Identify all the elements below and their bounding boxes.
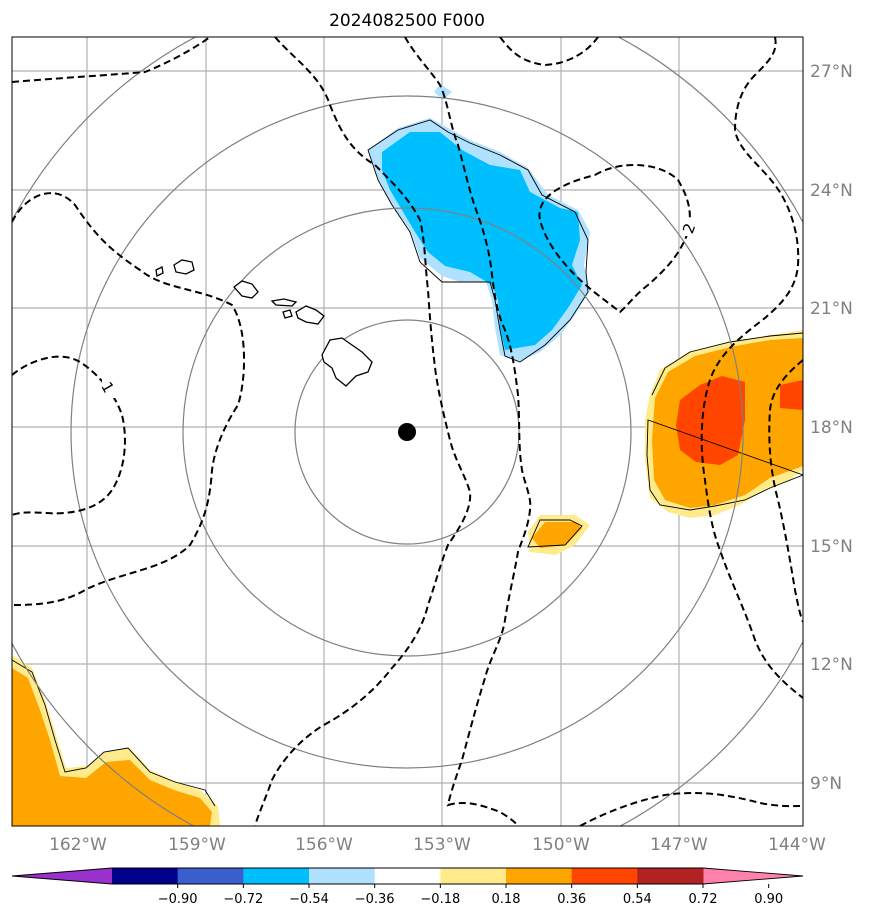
lon-label: 147°W: [650, 835, 708, 855]
lon-label: 159°W: [168, 835, 226, 855]
colorbar-box: [112, 868, 179, 884]
range-rings: [12, 37, 803, 826]
island-lanai: [282, 309, 293, 319]
storm-center-marker: [398, 423, 416, 441]
contour-southeast: [579, 792, 803, 826]
colorbar-tick-label: 0.72: [689, 892, 718, 907]
contour-west-top: [12, 37, 211, 83]
lat-label: 21°N: [810, 299, 853, 319]
range-ring-1: [294, 319, 520, 545]
colorbar-box: [571, 868, 638, 884]
colorbar-tick-label: −0.72: [223, 892, 263, 907]
colorbar-box: [177, 868, 244, 884]
contour-northeast-loop: [499, 37, 599, 67]
contour-label-2-bg: [682, 218, 696, 236]
colorbar-box: [637, 868, 704, 884]
colorbar-box: [309, 868, 376, 884]
lat-label: 15°N: [810, 537, 853, 557]
range-ring-3: [70, 95, 744, 769]
island-molokai: [270, 298, 298, 307]
lon-label: 144°W: [768, 835, 826, 855]
colorbar-tick-label: 0.36: [557, 892, 586, 907]
lat-label: 18°N: [810, 418, 853, 438]
longitude-axis: 162°W 159°W 156°W 153°W 150°W 147°W 144°…: [49, 835, 826, 855]
lat-label: 9°N: [810, 774, 842, 794]
colorbar-tick-label: −0.54: [289, 892, 329, 907]
map-frame: [11, 36, 804, 827]
island-oahu: [233, 280, 259, 299]
colorbar-tick-label: −0.18: [420, 892, 460, 907]
lon-label: 153°W: [413, 835, 471, 855]
shaded-field: [12, 84, 803, 826]
contour-northwest: [12, 192, 246, 606]
colorbar-tick-label: 0.90: [754, 892, 783, 907]
shading-outlines: [12, 119, 803, 807]
colorbar: −0.90 −0.72 −0.54 −0.36 −0.18 0.18 0.36 0.54 0.7…: [11, 867, 804, 907]
lon-label: 150°W: [532, 835, 590, 855]
contour-center-east: [404, 37, 532, 826]
contour-center-north: [254, 37, 472, 826]
positive-anomaly-red-east: [676, 376, 745, 465]
contour-west-loop: [12, 355, 126, 516]
positive-anomaly-orange-small: [532, 522, 582, 548]
figure-title: 2024082500 F000: [329, 11, 485, 31]
island-maui: [295, 305, 325, 325]
colorbar-box: [243, 868, 310, 884]
map-panel: 2 1: [11, 36, 804, 827]
colorbar-outline: [11, 867, 804, 885]
contour-label-1-bg: [102, 380, 116, 398]
contour-east-2: [538, 164, 691, 314]
island-niihau: [155, 266, 164, 277]
colorbar-box: [440, 868, 507, 884]
lon-label: 156°W: [295, 835, 353, 855]
colorbar-box: [506, 868, 573, 884]
island-kauai: [173, 259, 195, 275]
colorbar-box: [374, 868, 441, 884]
lat-label: 27°N: [810, 62, 853, 82]
hawaiian-islands: [155, 259, 373, 387]
positive-anomaly-orange-southwest: [12, 668, 212, 826]
island-hawaii: [321, 337, 373, 387]
latitude-axis: 27°N 24°N 21°N 18°N 15°N 12°N 9°N: [810, 62, 853, 794]
negative-anomaly-blue: [382, 132, 582, 350]
lon-label: 162°W: [49, 835, 107, 855]
colorbar-tick-label: 0.18: [492, 892, 521, 907]
positive-anomaly-red-east-edge: [780, 380, 803, 410]
lat-label: 12°N: [810, 655, 853, 675]
contour-east-right: [700, 37, 803, 699]
contour-east-edge: [768, 359, 803, 623]
range-ring-2: [182, 207, 632, 657]
colorbar-tick-label: −0.90: [158, 892, 198, 907]
colorbar-extend-high: [703, 868, 803, 884]
dashed-contours: [12, 37, 803, 826]
colorbar-extend-low: [12, 868, 112, 884]
colorbar-tick-label: 0.54: [623, 892, 652, 907]
colorbar-tick-label: −0.36: [355, 892, 395, 907]
lat-label: 24°N: [810, 181, 853, 201]
